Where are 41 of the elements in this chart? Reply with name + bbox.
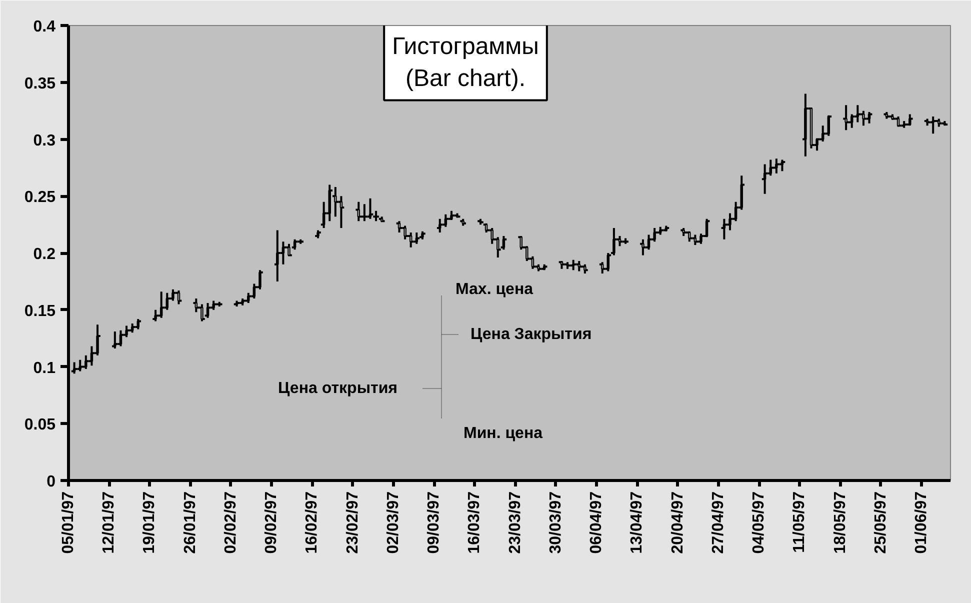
x-tick-label: 06/04/97 xyxy=(588,491,606,554)
candlestick xyxy=(378,216,386,222)
y-tick-label: 0.35 xyxy=(24,75,56,92)
candlestick xyxy=(372,210,380,222)
annotation: Мин. цена xyxy=(464,425,543,442)
x-tick-label: 02/02/97 xyxy=(222,491,240,554)
x-tick-label: 01/06/97 xyxy=(912,491,930,554)
x-tick-label: 16/02/97 xyxy=(304,491,321,554)
x-tick-label: 20/04/97 xyxy=(669,491,686,554)
y-tick-label: 0.25 xyxy=(24,189,56,206)
candlestick xyxy=(459,218,467,227)
candlestick xyxy=(476,218,484,226)
candlestick xyxy=(314,229,322,240)
y-tick-label: 0.1 xyxy=(33,360,56,377)
annotation: Цена открытия xyxy=(278,380,398,397)
annotation: Цена Закрытия xyxy=(470,326,592,343)
y-tick-label: 0.4 xyxy=(33,18,56,36)
y-tick-label: 0.2 xyxy=(33,246,56,263)
annotation: Мах. цена xyxy=(456,281,534,298)
x-tick-label: 09/02/97 xyxy=(263,491,280,554)
x-tick-label: 13/04/97 xyxy=(628,491,646,554)
y-tick-label: 0 xyxy=(46,474,56,490)
x-tick-label: 02/03/97 xyxy=(384,491,402,554)
y-tick-label: 0.15 xyxy=(24,302,56,320)
text: Гистограммы (Bar chart). xyxy=(392,32,539,92)
x-tick-label: 05/01/97 xyxy=(60,491,77,554)
x-tick-label: 16/03/97 xyxy=(466,491,484,554)
x-tick-label: 23/03/97 xyxy=(506,491,524,554)
x-tick-label: 26/01/97 xyxy=(182,491,199,554)
y-tick-label: 0.05 xyxy=(24,416,56,434)
x-tick-label: 30/03/97 xyxy=(547,491,564,554)
x-tick-label: 11/05/97 xyxy=(791,491,808,553)
x-tick-label: 09/03/97 xyxy=(426,491,443,554)
x-tick-label: 27/04/97 xyxy=(710,491,727,554)
x-tick-label: 18/05/97 xyxy=(832,491,849,554)
y-tick-label: 0.3 xyxy=(33,132,56,150)
x-tick-label: 25/05/97 xyxy=(872,491,890,554)
x-tick-label: 12/01/97 xyxy=(100,491,118,554)
x-tick-label: 23/02/97 xyxy=(344,491,362,554)
x-tick-label: 19/01/97 xyxy=(141,491,158,554)
x-tick-label: 04/05/97 xyxy=(750,491,768,554)
